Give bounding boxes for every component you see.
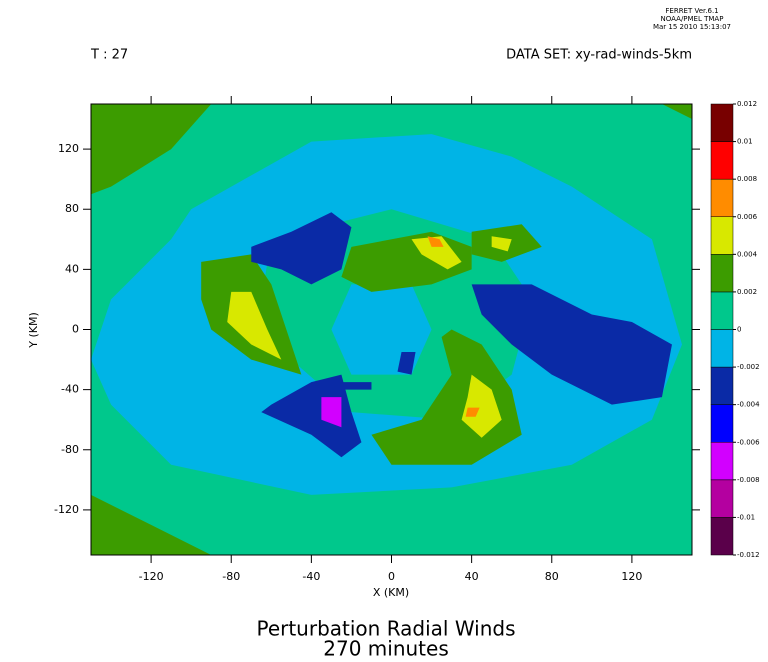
contour-region xyxy=(91,494,212,555)
x-tick-label: 120 xyxy=(621,570,642,583)
chart-subtitle: 270 minutes xyxy=(323,637,449,661)
colorbar-label: -0.012 xyxy=(737,551,760,559)
contour-region xyxy=(461,374,502,438)
header-line: NOAA/PMEL TMAP xyxy=(661,15,724,23)
y-tick-label: 80 xyxy=(65,202,79,215)
colorbar-label: 0.012 xyxy=(737,100,757,108)
contour-region xyxy=(411,236,462,270)
colorbar-label: -0.008 xyxy=(737,476,760,484)
colorbar-swatch xyxy=(710,366,734,405)
x-axis-label: X (KM) xyxy=(373,586,409,599)
y-tick-label: 120 xyxy=(58,142,79,155)
colorbar-label: -0.002 xyxy=(737,363,760,371)
contour-region xyxy=(91,104,212,195)
contour-region xyxy=(321,397,342,428)
x-tick-label: 80 xyxy=(545,570,559,583)
contour-region xyxy=(661,104,692,120)
colorbar-label: 0.004 xyxy=(737,250,758,258)
colorbar-label: -0.004 xyxy=(737,401,760,409)
contour-region xyxy=(397,352,416,375)
colorbar-label: 0 xyxy=(737,326,741,334)
colorbar-swatch xyxy=(710,178,734,218)
colorbar-label: 0.01 xyxy=(737,138,753,146)
x-tick-label: -80 xyxy=(222,570,240,583)
contour-region xyxy=(261,374,362,458)
header-line: Mar 15 2010 15:13:07 xyxy=(653,23,731,31)
contour-region xyxy=(251,212,352,285)
contour-region xyxy=(471,284,672,405)
x-tick-label: 40 xyxy=(465,570,479,583)
colorbar-swatch xyxy=(710,291,734,330)
colorbar-swatch xyxy=(710,517,734,556)
y-tick-label: -40 xyxy=(61,383,79,396)
dataset-label: DATA SET: xy-rad-winds-5km xyxy=(506,48,692,63)
colorbar-swatch xyxy=(710,404,734,443)
contour-region xyxy=(331,284,432,375)
contour-region xyxy=(341,382,372,390)
y-tick-label: -80 xyxy=(61,443,79,456)
chart-title: Perturbation Radial Winds xyxy=(256,617,515,641)
y-axis-label: Y (KM) xyxy=(27,312,40,349)
colorbar-swatch xyxy=(710,479,734,518)
contour-region xyxy=(465,407,480,417)
colorbar-swatch xyxy=(710,103,734,142)
colorbar-label: 0.002 xyxy=(737,288,757,296)
y-tick-label: 0 xyxy=(72,323,79,336)
colorbar-swatch xyxy=(710,141,734,180)
colorbar-swatch xyxy=(710,442,734,481)
colorbar-label: -0.006 xyxy=(737,438,760,446)
time-label: T : 27 xyxy=(90,48,128,63)
field xyxy=(91,104,692,555)
contour-region xyxy=(491,236,512,252)
colorbar-swatch xyxy=(710,216,734,255)
x-tick-label: -40 xyxy=(302,570,320,583)
colorbar-swatch xyxy=(710,254,734,293)
header-line: FERRET Ver.6.1 xyxy=(665,7,718,15)
contour-region xyxy=(427,236,444,247)
x-tick-label: -120 xyxy=(139,570,164,583)
colorbar-label: 0.006 xyxy=(737,213,758,221)
colorbar-label: 0.008 xyxy=(737,175,757,183)
contour-region xyxy=(227,291,282,360)
y-tick-label: 40 xyxy=(65,262,79,275)
x-tick-label: 0 xyxy=(388,570,395,583)
y-tick-label: -120 xyxy=(54,503,79,516)
colorbar-swatch xyxy=(710,329,734,368)
colorbar-label: -0.01 xyxy=(737,513,755,521)
